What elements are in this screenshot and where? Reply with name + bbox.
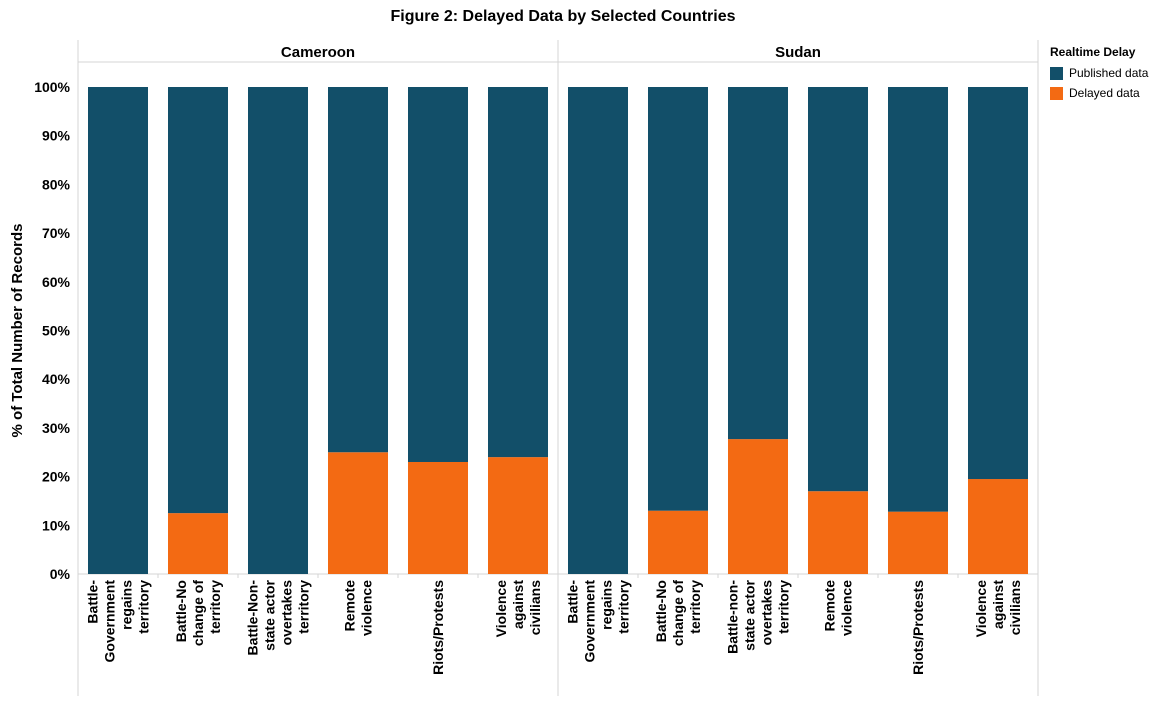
y-tick-label: 40%: [42, 371, 71, 387]
x-category-label-line: state actor: [742, 579, 758, 650]
panel-header-sudan: Sudan: [775, 44, 821, 61]
x-category-label-line: violence: [359, 580, 375, 636]
x-category-label-line: Government: [582, 580, 598, 663]
bar-delayed: [408, 461, 468, 574]
x-category-label: Battle-Governmentregainsterritory: [565, 580, 632, 663]
x-category-label: Battle-Nochange ofterritory: [173, 580, 223, 646]
x-category-label: Battle-Non-state actorovertakesterritory: [245, 579, 312, 655]
x-category-label-line: Violence: [973, 580, 989, 638]
x-category-label: Riots/Protests: [910, 580, 926, 675]
x-category-label: Remoteviolence: [822, 580, 855, 636]
bar-published: [248, 87, 308, 574]
x-category-label: Battle-Nochange ofterritory: [653, 580, 703, 646]
x-category-label: Violenceagainstcivilians: [973, 580, 1023, 638]
x-category-label-line: Riots/Protests: [910, 580, 926, 675]
x-category-label-line: territory: [296, 580, 312, 634]
x-category-label-line: violence: [839, 580, 855, 636]
y-tick-label: 60%: [42, 274, 71, 290]
legend-label-delayed: Delayed data: [1069, 86, 1140, 100]
bar-published: [488, 87, 548, 458]
x-category-label: Battle-non-state actorovertakesterritory: [725, 579, 792, 653]
x-category-label-line: Violence: [493, 580, 509, 638]
bar-delayed: [968, 479, 1028, 574]
legend-swatch-published: [1050, 66, 1063, 80]
y-tick-label: 10%: [42, 517, 71, 533]
y-tick-label: 0%: [50, 566, 71, 582]
panel-header-cameroon: Cameroon: [281, 44, 355, 61]
x-category-label-line: against: [510, 580, 526, 629]
x-category-label-line: state actor: [262, 579, 278, 650]
x-category-label-line: Battle-No: [653, 580, 669, 642]
y-tick-label: 70%: [42, 225, 71, 241]
x-category-label-line: regains: [119, 580, 135, 630]
x-category-label-line: territory: [136, 580, 152, 634]
chart-area: % of Total Number of Records 0% 10% 20% 30% 4…: [9, 40, 1039, 696]
bar-delayed: [648, 510, 708, 574]
y-tick-label: 50%: [42, 323, 71, 339]
x-category-label-line: territory: [776, 580, 792, 634]
x-category-label: Battle-Governmentregainsterritory: [85, 580, 152, 663]
x-category-label: Remoteviolence: [342, 580, 375, 636]
y-tick-label: 100%: [34, 79, 70, 95]
x-category-label-line: Battle-No: [173, 580, 189, 642]
y-tick-label: 90%: [42, 128, 71, 144]
bar-published: [648, 87, 708, 511]
bar-delayed: [728, 439, 788, 574]
y-tick-label: 30%: [42, 420, 71, 436]
x-category-label-line: Battle-: [565, 580, 581, 624]
y-tick-label: 80%: [42, 176, 71, 192]
chart-title: Figure 2: Delayed Data by Selected Count…: [390, 8, 736, 25]
bar-published: [888, 87, 948, 512]
x-category-label: Violenceagainstcivilians: [493, 580, 543, 638]
legend-item-delayed[interactable]: Delayed data: [1050, 83, 1168, 103]
x-category-label-line: civilians: [527, 580, 543, 635]
x-category-label-line: against: [990, 580, 1006, 629]
x-category-label-line: territory: [687, 580, 703, 634]
x-category-label-line: change of: [190, 580, 206, 646]
bar-delayed: [888, 511, 948, 574]
x-category-label-line: change of: [670, 580, 686, 646]
bar-delayed: [328, 452, 388, 574]
x-category-label-line: regains: [599, 580, 615, 630]
bar-published: [328, 87, 388, 453]
x-category-label-line: Remote: [342, 580, 358, 632]
y-axis-label: % of Total Number of Records: [9, 224, 26, 438]
legend-label-published: Published data: [1069, 66, 1149, 80]
x-category-label-line: Battle-Non-: [245, 580, 261, 656]
y-tick-label: 20%: [42, 469, 71, 485]
x-category-label-line: Battle-non-: [725, 580, 741, 654]
legend-swatch-delayed: [1050, 86, 1063, 100]
bar-published: [408, 87, 468, 462]
bar-published: [728, 87, 788, 440]
x-category-label-line: Government: [102, 580, 118, 663]
bar-published: [968, 87, 1028, 480]
x-category-label-line: overtakes: [279, 580, 295, 646]
x-category-label-line: overtakes: [759, 580, 775, 646]
x-category-label: Riots/Protests: [430, 580, 446, 675]
x-category-label-line: Riots/Protests: [430, 580, 446, 675]
x-category-label-line: territory: [616, 580, 632, 634]
bar-published: [568, 87, 628, 574]
bar-published: [168, 87, 228, 514]
bar-published: [808, 87, 868, 492]
x-category-label-line: territory: [207, 580, 223, 634]
x-category-label-line: civilians: [1007, 580, 1023, 635]
bar-delayed: [808, 491, 868, 574]
x-category-label-line: Battle-: [85, 580, 101, 624]
bar-delayed: [488, 457, 548, 574]
bar-delayed: [168, 513, 228, 574]
x-category-label-line: Remote: [822, 580, 838, 632]
legend-item-published[interactable]: Published data: [1050, 63, 1168, 83]
bar-published: [88, 87, 148, 574]
legend: Realtime Delay Published data Delayed da…: [1050, 45, 1168, 103]
legend-title: Realtime Delay: [1050, 45, 1136, 59]
